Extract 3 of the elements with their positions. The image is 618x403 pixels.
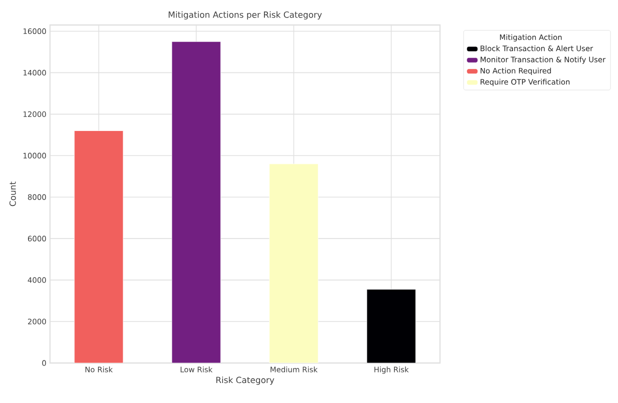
chart-title: Mitigation Actions per Risk Category — [168, 11, 322, 20]
y-axis-title: Count — [9, 182, 16, 206]
x-axis-title: Risk Category — [216, 376, 274, 385]
